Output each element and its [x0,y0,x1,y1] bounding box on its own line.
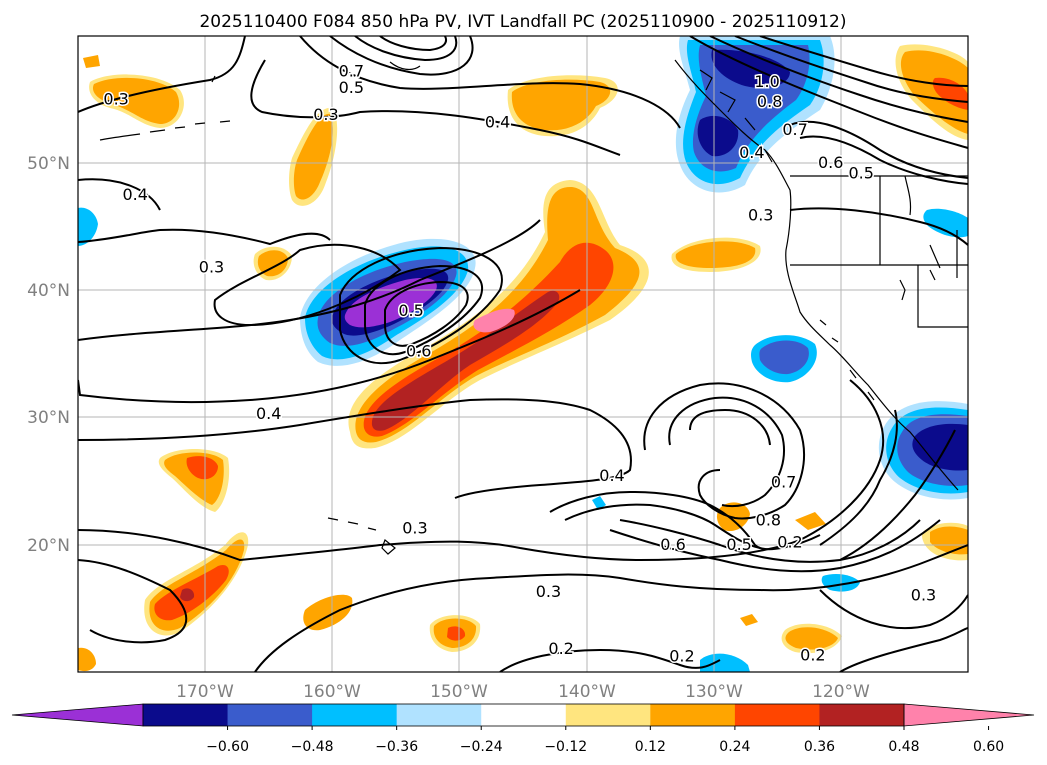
contour-label: 0.5 [848,163,873,182]
contour-label: 0.3 [199,258,224,277]
contour-label: 0.3 [402,518,427,537]
pc-contours [78,36,968,672]
colorbar-segment [650,704,736,726]
lat-tick-label: 50°N [27,154,70,174]
contour-label: 0.6 [818,153,843,172]
lon-tick-label: 170°W [176,682,234,702]
latitude-tick-labels: 20°N 30°N 40°N 50°N [27,154,70,556]
contour-label: 0.8 [757,92,782,111]
colorbar-segments [11,703,1035,727]
contour-label: 0.5 [726,535,751,554]
colorbar-segment [819,704,905,726]
colorbar-extend-low [11,703,144,727]
contour-label: 0.6 [660,535,685,554]
lon-tick-label: 120°W [812,682,870,702]
colorbar-tick-label: −0.60 [206,739,249,755]
colorbar-tick-label: −0.24 [460,739,503,755]
lat-tick-label: 30°N [27,408,70,428]
contour-label: 0.4 [485,112,510,131]
colorbar-extend-high [903,703,1035,727]
map-frame [77,35,969,673]
lon-tick-label: 150°W [430,682,488,702]
colorbar: −0.60 −0.48 −0.36 −0.24 −0.12 0.12 0.24 0.36 0.4… [11,703,1035,755]
contour-label: 0.6 [406,341,431,360]
map-title: 2025110400 F084 850 hPa PV, IVT Landfall… [199,12,846,32]
contour-label: 0.7 [339,62,364,81]
colorbar-segment [734,704,820,726]
contour-label: 0.2 [777,532,802,551]
colorbar-tick-label: 0.24 [719,739,750,755]
contour-label: 0.8 [756,511,781,530]
longitude-tick-labels: 170°W 160°W 150°W 140°W 130°W 120°W [176,682,870,702]
contour-label: 0.3 [103,90,128,109]
contour-label: 0.7 [782,120,807,139]
colorbar-tick-label: 0.60 [973,739,1004,755]
colorbar-segment [312,704,398,726]
contour-label: 0.5 [339,78,364,97]
lon-tick-label: 160°W [303,682,361,702]
colorbar-tick-label: −0.48 [291,739,334,755]
colorbar-tick-label: 0.36 [804,739,835,755]
contour-label: 0.2 [669,647,694,666]
lon-tick-label: 140°W [558,682,616,702]
contour-label: 0.4 [739,143,764,162]
contour-label: 0.5 [398,301,423,320]
contour-label: 0.4 [256,404,281,423]
lat-tick-label: 40°N [27,281,70,301]
coastlines [99,55,968,555]
lat-tick-label: 20°N [27,536,70,556]
contour-label: 0.3 [313,105,338,124]
pv-shading [78,36,968,672]
colorbar-segment [143,704,229,726]
colorbar-tick-label: 0.12 [635,739,666,755]
contour-label: 0.4 [122,185,147,204]
contour-label: 0.2 [800,645,825,664]
colorbar-tick-label: 0.48 [888,739,919,755]
gridlines [78,36,968,672]
colorbar-segment [481,704,567,726]
contour-label: 0.7 [771,472,796,491]
colorbar-tick-label: −0.36 [375,739,418,755]
colorbar-segment [565,704,651,726]
colorbar-frame [142,703,905,727]
contour-label: 0.3 [911,586,936,605]
contour-label: 0.3 [536,582,561,601]
contour-label: 0.3 [748,205,773,224]
contour-label: 1.0 [754,72,779,91]
contour-labels: 0.70.50.3 0.40.31.00.80.70.40.60.50.30.40… [102,60,938,667]
lon-tick-label: 130°W [685,682,743,702]
colorbar-segment [227,704,313,726]
colorbar-segment [396,704,482,726]
colorbar-tick-label: −0.12 [544,739,587,755]
contour-label: 0.2 [548,639,573,658]
contour-label: 0.4 [599,466,624,485]
colorbar-ticks: −0.60 −0.48 −0.36 −0.24 −0.12 0.12 0.24 0.36 0.4… [206,726,1004,755]
